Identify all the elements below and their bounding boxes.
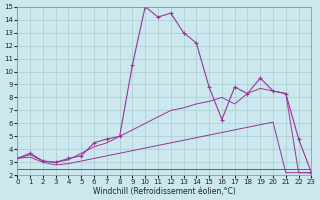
X-axis label: Windchill (Refroidissement éolien,°C): Windchill (Refroidissement éolien,°C) — [93, 187, 236, 196]
